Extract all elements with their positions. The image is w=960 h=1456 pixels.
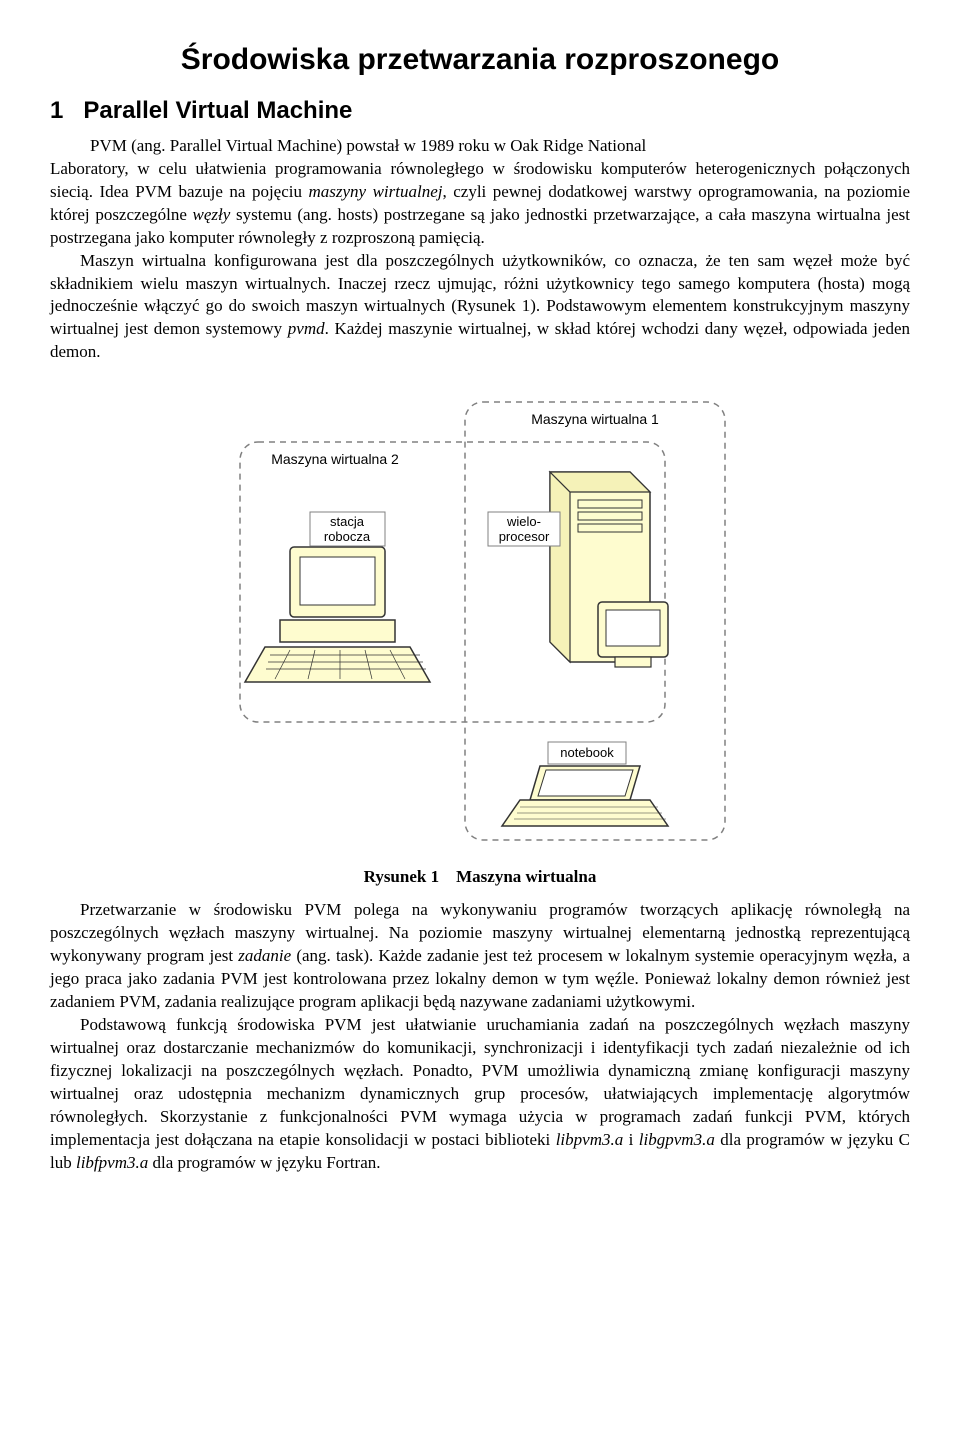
figure-caption: Rysunek 1 Maszyna wirtualna (50, 866, 910, 889)
section-number: 1 (50, 97, 63, 124)
figure-caption-text: Maszyna wirtualna (456, 867, 596, 886)
term-italic: libpvm3.a (556, 1130, 624, 1149)
paragraph-1: Laboratory, w celu ułatwienia programowa… (50, 158, 910, 250)
term-italic: węzły (193, 205, 231, 224)
term-italic: libgpvm3.a (639, 1130, 715, 1149)
text: Podstawową funkcją środowiska PVM jest u… (50, 1015, 910, 1149)
paragraph-4: Podstawową funkcją środowiska PVM jest u… (50, 1014, 910, 1175)
multiproc-label-l1: wielo- (506, 514, 541, 529)
diagram-svg: Maszyna wirtualna 1 Maszyna wirtualna 2 … (220, 392, 740, 852)
figure-1: Maszyna wirtualna 1 Maszyna wirtualna 2 … (50, 392, 910, 852)
section-heading: 1 Parallel Virtual Machine (50, 95, 910, 127)
workstation-label-l1: stacja (330, 514, 365, 529)
notebook-label: notebook (560, 745, 614, 760)
section-title: Parallel Virtual Machine (83, 97, 352, 124)
vm2-label: Maszyna wirtualna 2 (271, 451, 399, 467)
vm1-label: Maszyna wirtualna 1 (531, 411, 659, 427)
workstation-icon (245, 547, 430, 682)
figure-caption-bold: Rysunek 1 (364, 867, 439, 886)
notebook-icon (502, 766, 668, 826)
intro-line: PVM (ang. Parallel Virtual Machine) pows… (50, 135, 910, 158)
term-italic: zadanie (238, 946, 291, 965)
text: dla programów w języku Fortran. (148, 1153, 380, 1172)
term-italic: libfpvm3.a (76, 1153, 148, 1172)
term-italic: maszyny wirtualnej (308, 182, 442, 201)
paragraph-2: Maszyn wirtualna konfigurowana jest dla … (50, 250, 910, 365)
workstation-label-l2: robocza (324, 529, 371, 544)
text: i (623, 1130, 639, 1149)
term-italic: pvmd (288, 319, 325, 338)
multiproc-label-l2: procesor (499, 529, 550, 544)
multiprocessor-icon (550, 472, 668, 667)
document-title: Środowiska przetwarzania rozproszonego (50, 40, 910, 81)
paragraph-3: Przetwarzanie w środowisku PVM polega na… (50, 899, 910, 1014)
